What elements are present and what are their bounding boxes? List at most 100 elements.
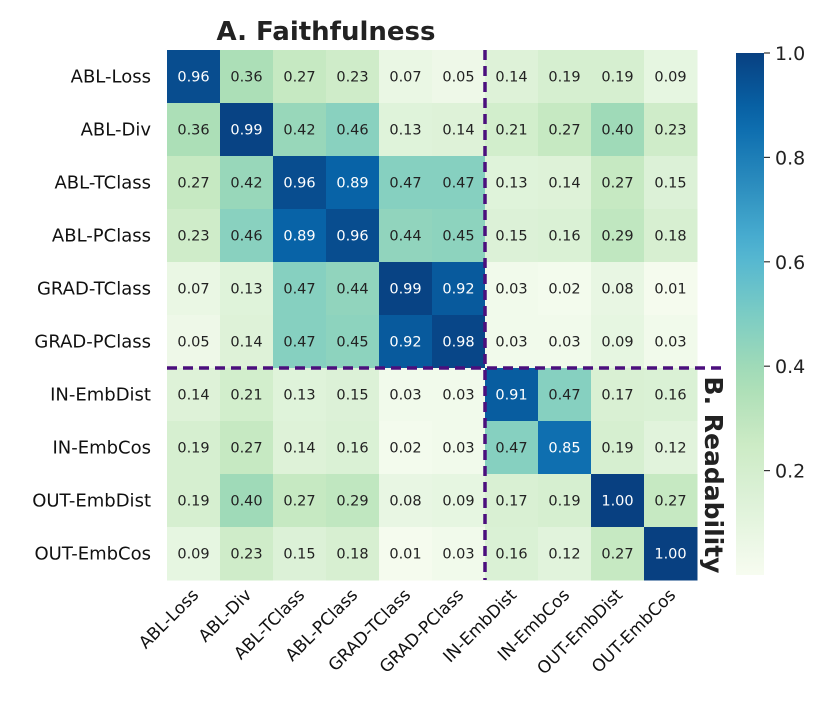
heatmap-cell bbox=[379, 368, 433, 422]
cell-value-label: 0.27 bbox=[548, 123, 580, 139]
cell-value-label: 0.14 bbox=[177, 388, 209, 404]
heatmap-cell bbox=[485, 421, 539, 475]
cell-value-label: 0.29 bbox=[601, 229, 633, 245]
heatmap-cell bbox=[167, 474, 221, 528]
heatmap-cell bbox=[167, 527, 221, 581]
heatmap-cell bbox=[167, 103, 221, 157]
cell-value-label: 0.14 bbox=[283, 441, 315, 457]
cell-value-label: 0.05 bbox=[177, 335, 209, 351]
cell-value-label: 0.40 bbox=[230, 494, 262, 510]
cell-value-label: 0.42 bbox=[230, 176, 262, 192]
heatmap-cell bbox=[326, 368, 380, 422]
cell-value-label: 0.15 bbox=[336, 388, 368, 404]
cell-value-label: 0.92 bbox=[389, 335, 421, 351]
heatmap-cell bbox=[485, 474, 539, 528]
heatmap-cell bbox=[591, 368, 645, 422]
heatmap-cell bbox=[644, 315, 698, 369]
heatmap-cell bbox=[273, 50, 327, 104]
cell-value-label: 0.03 bbox=[442, 441, 474, 457]
y-tick-label: OUT-EmbCos bbox=[35, 544, 151, 565]
heatmap-cell bbox=[432, 50, 486, 104]
heatmap-cell bbox=[273, 421, 327, 475]
y-tick-label: ABL-Loss bbox=[71, 67, 151, 88]
heatmap-cell bbox=[538, 421, 592, 475]
cell-value-label: 0.19 bbox=[548, 70, 580, 86]
cell-value-label: 0.96 bbox=[283, 176, 315, 192]
cell-value-label: 0.18 bbox=[336, 547, 368, 563]
cell-value-label: 0.21 bbox=[495, 123, 527, 139]
heatmap-cell bbox=[538, 103, 592, 157]
colorbar-tick-label: 1.0 bbox=[775, 43, 805, 65]
heatmap-cell bbox=[273, 262, 327, 316]
cell-value-label: 0.47 bbox=[548, 388, 580, 404]
cell-value-label: 0.12 bbox=[654, 441, 686, 457]
cell-value-label: 0.09 bbox=[654, 70, 686, 86]
heatmap-cell bbox=[485, 315, 539, 369]
cell-value-label: 0.13 bbox=[283, 388, 315, 404]
cell-value-label: 0.44 bbox=[389, 229, 421, 245]
heatmap-cell bbox=[591, 156, 645, 210]
heatmap-cell bbox=[379, 421, 433, 475]
heatmap-cell bbox=[644, 421, 698, 475]
heatmap-cell bbox=[591, 315, 645, 369]
heatmap-cell bbox=[379, 527, 433, 581]
cell-value-label: 0.89 bbox=[283, 229, 315, 245]
heatmap-cell bbox=[644, 50, 698, 104]
heatmap-cell bbox=[485, 368, 539, 422]
cell-value-label: 0.27 bbox=[177, 176, 209, 192]
chart-title: A. Faithfulness bbox=[217, 17, 436, 47]
heatmap-cell bbox=[167, 368, 221, 422]
y-axis-labels: ABL-Loss ABL-Div ABL-TClass ABL-PClass GRAD-… bbox=[32, 67, 151, 565]
heatmap-cell bbox=[379, 50, 433, 104]
cell-value-label: 0.21 bbox=[230, 388, 262, 404]
cell-value-label: 0.16 bbox=[548, 229, 580, 245]
y-tick-label: ABL-PClass bbox=[52, 226, 151, 247]
heatmap-cell bbox=[326, 156, 380, 210]
heatmap-cell bbox=[326, 527, 380, 581]
heatmap-cell bbox=[432, 156, 486, 210]
heatmap-cell bbox=[432, 474, 486, 528]
heatmap-cell bbox=[538, 156, 592, 210]
cell-value-label: 0.19 bbox=[177, 441, 209, 457]
colorbar-tick-label: 0.2 bbox=[775, 461, 805, 483]
cell-value-label: 0.15 bbox=[654, 176, 686, 192]
heatmap-cell bbox=[220, 262, 274, 316]
cell-value-label: 0.46 bbox=[336, 123, 368, 139]
cell-value-label: 0.14 bbox=[230, 335, 262, 351]
cell-value-label: 0.15 bbox=[283, 547, 315, 563]
heatmap-cell bbox=[644, 474, 698, 528]
cell-value-label: 0.47 bbox=[495, 441, 527, 457]
cell-value-label: 0.47 bbox=[442, 176, 474, 192]
heatmap-cell bbox=[220, 156, 274, 210]
heatmap-cell bbox=[273, 527, 327, 581]
cell-value-label: 0.85 bbox=[548, 441, 580, 457]
cell-value-label: 0.46 bbox=[230, 229, 262, 245]
colorbar-gradient bbox=[736, 53, 764, 575]
cell-value-label: 0.47 bbox=[283, 335, 315, 351]
cell-value-label: 0.02 bbox=[548, 282, 580, 298]
heatmap-cell bbox=[326, 262, 380, 316]
colorbar-tick-label: 0.4 bbox=[775, 356, 805, 378]
cell-value-label: 0.19 bbox=[601, 441, 633, 457]
cell-value-label: 0.19 bbox=[548, 494, 580, 510]
heatmap-cell bbox=[220, 103, 274, 157]
cell-value-label: 0.09 bbox=[601, 335, 633, 351]
heatmap-cell bbox=[591, 50, 645, 104]
cell-value-label: 0.09 bbox=[177, 547, 209, 563]
cell-value-label: 0.12 bbox=[548, 547, 580, 563]
heatmap-cell bbox=[379, 103, 433, 157]
heatmap-cell bbox=[379, 315, 433, 369]
heatmap-cell bbox=[538, 315, 592, 369]
heatmap-cell bbox=[538, 527, 592, 581]
cell-value-label: 0.14 bbox=[495, 70, 527, 86]
heatmap-cell bbox=[591, 103, 645, 157]
cell-value-label: 1.00 bbox=[601, 494, 633, 510]
heatmap-cell bbox=[167, 156, 221, 210]
heatmap-cell bbox=[273, 474, 327, 528]
heatmap-cell bbox=[644, 368, 698, 422]
cell-value-label: 0.23 bbox=[654, 123, 686, 139]
cell-value-label: 0.91 bbox=[495, 388, 527, 404]
cell-value-label: 0.15 bbox=[495, 229, 527, 245]
heatmap-cell bbox=[538, 368, 592, 422]
heatmap-cell bbox=[644, 209, 698, 263]
